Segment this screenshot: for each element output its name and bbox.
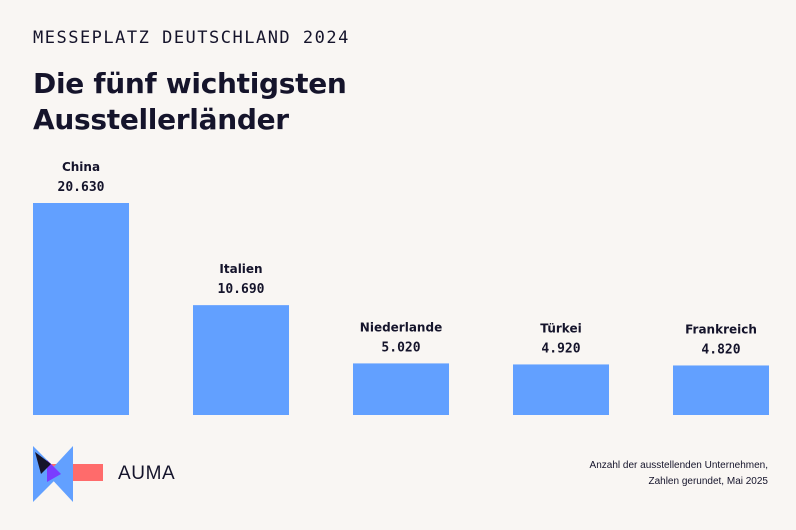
bar-niederlande bbox=[353, 363, 449, 415]
page-title: Die fünf wichtigsten Ausstellerländer bbox=[33, 66, 553, 138]
value-label: 4.820 bbox=[701, 342, 740, 357]
title-line-2: Ausstellerländer bbox=[33, 103, 289, 136]
value-label: 4.920 bbox=[541, 341, 580, 356]
source-note: Anzahl der ausstellenden Unternehmen, Za… bbox=[590, 458, 768, 490]
value-label: 10.690 bbox=[218, 282, 265, 297]
brand-name: AUMA bbox=[118, 463, 176, 484]
category-label: Italien bbox=[219, 262, 262, 276]
value-label: 5.020 bbox=[381, 340, 420, 355]
bar-chart: China 20.630 Italien 10.690 Niederlande 5.020… bbox=[33, 160, 769, 415]
category-label: Niederlande bbox=[360, 320, 442, 334]
category-label: Frankreich bbox=[685, 322, 757, 336]
category-label: Türkei bbox=[540, 321, 581, 335]
category-label: China bbox=[62, 160, 100, 174]
bar-türkei bbox=[513, 364, 609, 415]
bar-china bbox=[33, 203, 129, 415]
value-label: 20.630 bbox=[58, 180, 105, 195]
title-line-1: Die fünf wichtigsten bbox=[33, 67, 347, 100]
auma-logo-icon bbox=[33, 446, 103, 502]
source-note-line-1: Anzahl der ausstellenden Unternehmen, bbox=[589, 460, 768, 471]
bar-frankreich bbox=[673, 365, 769, 415]
kicker: MESSEPLATZ DEUTSCHLAND 2024 bbox=[33, 28, 350, 48]
bar-italien bbox=[193, 305, 289, 415]
source-note-line-2: Zahlen gerundet, Mai 2025 bbox=[648, 476, 768, 487]
